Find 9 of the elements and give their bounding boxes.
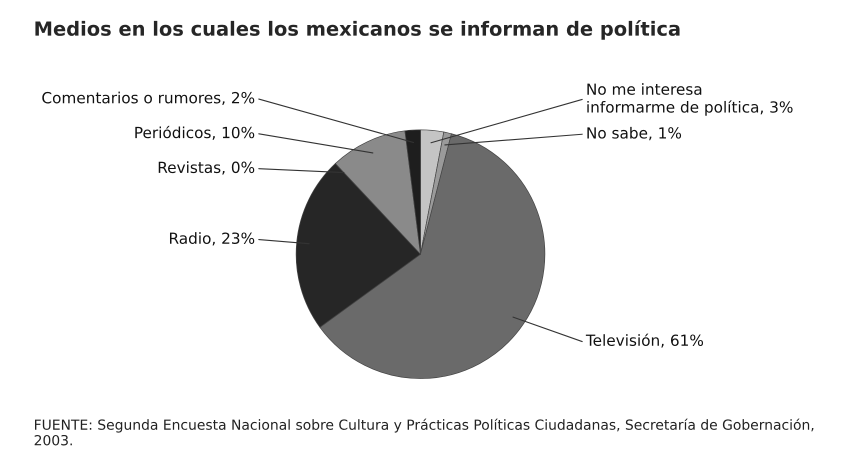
chart-title: Medios en los cuales los mexicanos se informan de política xyxy=(35,20,680,40)
category-label: Revistas, 0% xyxy=(158,161,254,175)
slice-label: Televisión, 61% xyxy=(586,334,704,348)
slice-label: Radio, 23% xyxy=(170,232,254,246)
slice-label: Comentarios o rumores, 2% xyxy=(42,92,254,106)
slice-label: No sabe, 1% xyxy=(587,126,682,140)
slice-label: Periódicos, 10% xyxy=(135,126,254,140)
slice-label: No me interesa informarme de política, 3% xyxy=(587,83,793,116)
source-note: FUENTE: Segunda Encuesta Nacional sobre Cultura y Prácticas Políticas Ciudadanas, Secretaría de Gobernación, 2003. xyxy=(34,418,814,446)
